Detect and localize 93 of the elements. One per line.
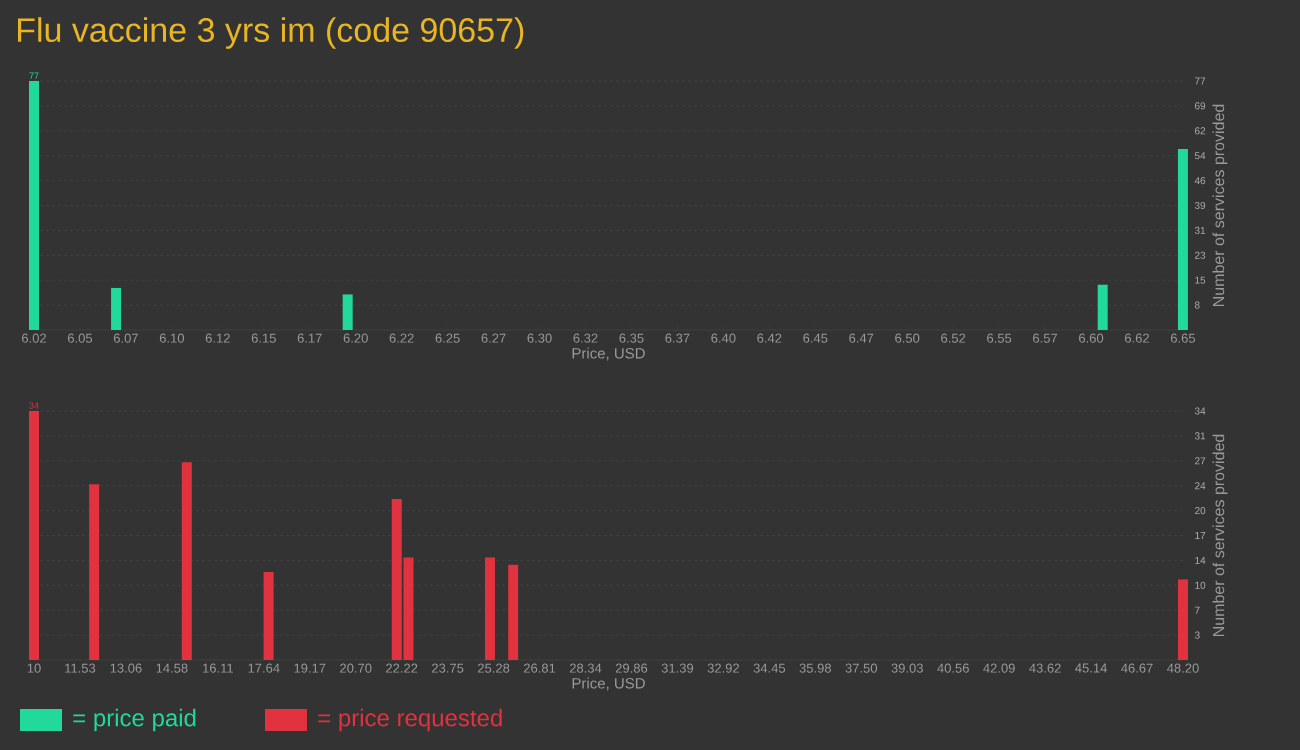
y-tick-label: 23: [1194, 251, 1206, 259]
y-tick-label: 8: [1194, 301, 1200, 309]
x-tick-label: 26.81: [523, 663, 556, 673]
x-tick-label: 6.40: [711, 333, 736, 343]
x-axis-title: Price, USD: [572, 677, 645, 691]
y-tick-label: 69: [1194, 102, 1206, 110]
x-tick-label: 6.25: [435, 333, 460, 343]
y-tick-label: 14: [1195, 556, 1206, 564]
x-tick-label: 6.37: [665, 333, 690, 343]
x-tick-label: 6.05: [67, 333, 93, 343]
bar: [1097, 284, 1108, 330]
x-tick-label: 6.32: [573, 333, 598, 343]
bar: [1178, 579, 1188, 660]
x-tick-label: 6.55: [987, 333, 1012, 343]
x-tick-label: 22.22: [386, 663, 418, 673]
x-tick-label: 13.06: [110, 663, 142, 673]
x-tick-label: 35.98: [799, 663, 832, 673]
x-tick-label: 10: [27, 663, 41, 673]
y-axis-title: Number of services provided: [1212, 104, 1228, 306]
x-tick-label: 14.58: [156, 663, 188, 673]
bar: [89, 484, 100, 660]
x-tick-label: 45.14: [1075, 663, 1107, 673]
x-tick-label: 40.56: [937, 663, 969, 673]
x-tick-label: 6.17: [297, 333, 322, 343]
x-tick-label: 6.22: [389, 333, 414, 343]
y-tick-label: 10: [1195, 581, 1206, 589]
x-tick-label: 25.28: [477, 663, 510, 673]
x-tick-label: 28.34: [569, 663, 602, 673]
y-tick-label: 77: [1195, 77, 1206, 85]
x-tick-label: 19.17: [294, 663, 326, 673]
x-tick-label: 23.75: [432, 663, 464, 673]
x-tick-label: 6.15: [251, 333, 276, 343]
y-tick-label: 20: [1195, 507, 1206, 515]
x-tick-label: 6.62: [1125, 333, 1149, 343]
y-axis-title: Number of services provided: [1212, 434, 1228, 636]
x-tick-label: 6.02: [22, 333, 46, 343]
legend-label: = price paid: [73, 708, 196, 732]
data-label: 77: [29, 72, 39, 79]
bar: [111, 287, 122, 330]
y-tick-label: 31: [1194, 432, 1206, 440]
bar: [263, 572, 274, 660]
bar: [484, 557, 495, 660]
bar: [1177, 148, 1188, 330]
x-tick-label: 11.53: [65, 663, 96, 673]
x-tick-label: 6.20: [343, 333, 368, 343]
y-tick-label: 46: [1194, 177, 1206, 185]
data-label: 34: [29, 402, 39, 409]
chart-title: Flu vaccine 3 yrs im (code 90657): [17, 17, 524, 49]
x-tick-label: 31.39: [661, 663, 694, 673]
x-tick-label: 46.67: [1121, 663, 1153, 673]
bar: [342, 294, 353, 330]
x-tick-label: 39.03: [891, 663, 923, 673]
bar: [29, 81, 39, 330]
bar: [181, 462, 192, 660]
x-tick-label: 48.20: [1167, 663, 1199, 673]
y-tick-label: 39: [1194, 201, 1206, 210]
y-tick-label: 15: [1195, 276, 1206, 284]
x-tick-label: 42.09: [983, 663, 1015, 673]
x-tick-label: 6.52: [941, 333, 966, 343]
legend-label: = price requested: [318, 708, 502, 732]
y-tick-label: 34: [1194, 407, 1206, 415]
bar: [508, 564, 519, 660]
y-tick-label: 3: [1194, 631, 1200, 639]
x-tick-label: 6.35: [619, 333, 644, 343]
x-tick-label: 6.10: [159, 333, 185, 343]
x-tick-label: 20.70: [340, 663, 372, 673]
x-tick-label: 6.47: [849, 333, 874, 343]
x-tick-label: 32.92: [707, 663, 739, 673]
x-tick-label: 6.57: [1033, 333, 1058, 343]
x-tick-label: 6.07: [113, 333, 138, 343]
y-tick-label: 31: [1194, 226, 1206, 234]
x-tick-label: 6.27: [481, 333, 506, 343]
x-tick-label: 6.42: [757, 333, 782, 343]
y-tick-label: 27: [1195, 457, 1206, 465]
x-tick-label: 43.62: [1029, 663, 1061, 673]
y-tick-label: 7: [1195, 606, 1200, 614]
y-tick-label: 17: [1195, 532, 1206, 539]
x-tick-label: 6.65: [1170, 333, 1196, 343]
x-tick-label: 6.60: [1079, 333, 1104, 343]
x-tick-label: 29.86: [615, 663, 648, 673]
x-tick-label: 37.50: [845, 663, 878, 673]
x-tick-label: 6.12: [205, 333, 230, 343]
x-tick-label: 6.50: [895, 333, 920, 343]
x-tick-label: 34.45: [753, 663, 786, 673]
y-tick-label: 24: [1195, 482, 1206, 490]
x-tick-label: 6.30: [527, 333, 552, 343]
bar: [29, 411, 39, 660]
y-tick-label: 54: [1194, 152, 1206, 160]
y-tick-label: 62: [1194, 127, 1206, 135]
x-tick-label: 6.45: [803, 333, 828, 343]
x-axis-title: Price, USD: [572, 347, 645, 361]
x-tick-label: 17.64: [248, 663, 280, 673]
x-tick-label: 16.11: [203, 663, 233, 673]
